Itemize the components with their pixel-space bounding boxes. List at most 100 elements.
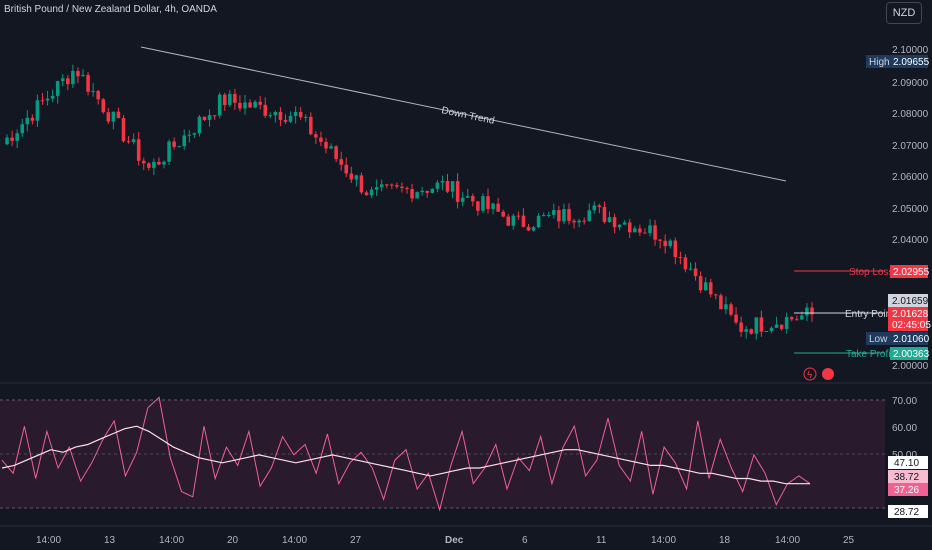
- candle-body: [50, 95, 55, 99]
- currency-selector[interactable]: NZD: [886, 2, 922, 24]
- candle-body: [501, 211, 505, 217]
- rsi-group: [1, 396, 811, 512]
- candle-body: [395, 185, 399, 187]
- candle-body: [531, 227, 536, 231]
- lightning-icon[interactable]: [803, 367, 817, 381]
- stop-loss-badge-value: 2.02955: [893, 267, 930, 278]
- candle-body: [273, 111, 278, 116]
- price-tick: 2.04000: [892, 235, 929, 246]
- candle-body: [293, 111, 298, 116]
- time-tick: 14:00: [159, 535, 184, 546]
- candle-body: [643, 232, 647, 234]
- candle-body: [288, 115, 293, 122]
- rsi-badge-lower: [888, 483, 928, 496]
- candle-body: [587, 210, 592, 221]
- candle-body: [121, 118, 126, 142]
- high-badge: [866, 55, 928, 68]
- dividend-icon[interactable]: [822, 368, 834, 380]
- candle-body: [187, 134, 192, 136]
- candle-body: [435, 182, 440, 189]
- take-profit-badge-value: 2.00363: [893, 349, 930, 360]
- time-tick: 18: [719, 535, 731, 546]
- high-badge-value: 2.09655: [893, 57, 930, 68]
- candle-body: [744, 329, 748, 332]
- candle-body: [774, 324, 779, 328]
- price-tick: 2.00000: [892, 361, 929, 372]
- candle-body: [268, 115, 273, 117]
- last-price-value: 2.01628: [892, 309, 929, 320]
- candle-body: [658, 239, 662, 241]
- candle-body: [749, 329, 754, 334]
- trendline[interactable]: [140, 46, 787, 182]
- candle-body: [390, 184, 394, 186]
- candle-body: [521, 215, 526, 227]
- candle-body: [91, 90, 95, 92]
- price-tick: 2.10000: [892, 45, 929, 56]
- time-tick: 27: [350, 535, 362, 546]
- candle-body: [739, 322, 743, 332]
- candle-body: [769, 327, 774, 331]
- candle-body: [445, 180, 450, 192]
- rsi-tick: 70.00: [892, 396, 917, 407]
- price-tick: 2.09000: [892, 78, 929, 89]
- candle-body: [719, 295, 723, 310]
- candle-body: [455, 181, 460, 202]
- candle-body: [349, 173, 354, 180]
- candle-body: [764, 330, 769, 332]
- candle-body: [298, 111, 303, 118]
- candle-body: [126, 141, 131, 143]
- candle-body: [410, 189, 414, 199]
- candle-body: [263, 104, 268, 116]
- candle-body: [567, 209, 571, 221]
- candle-body: [627, 222, 632, 233]
- candle-body: [10, 137, 14, 141]
- candle-body: [248, 102, 252, 108]
- candle-body: [96, 90, 100, 100]
- candle-body: [693, 268, 698, 277]
- candle-body: [116, 111, 121, 119]
- candle-body: [810, 307, 814, 315]
- candle-body: [526, 226, 531, 231]
- candle-body: [663, 240, 667, 247]
- candle-body: [668, 240, 673, 247]
- rsi-badge-mid-value: 38.72: [894, 472, 919, 483]
- time-tick: 14:00: [651, 535, 676, 546]
- candle-body: [476, 201, 480, 211]
- low-badge: [866, 332, 928, 345]
- rsi-band: [0, 400, 885, 508]
- candle-body: [450, 181, 455, 192]
- candles-group: [5, 64, 814, 340]
- candle-body: [329, 146, 333, 149]
- time-tick: 20: [227, 535, 239, 546]
- candle-body: [546, 214, 551, 216]
- candle-body: [339, 159, 343, 165]
- candle-body: [430, 188, 435, 193]
- candle-body: [207, 115, 212, 120]
- candle-body: [653, 225, 657, 240]
- rsi-line: [1, 396, 811, 512]
- candle-body: [334, 146, 338, 160]
- candle-body: [71, 70, 75, 85]
- candle-body: [673, 240, 678, 258]
- low-badge-label: Low: [869, 334, 888, 345]
- candle-body: [359, 175, 364, 193]
- candle-body: [314, 134, 318, 138]
- candle-body: [602, 206, 607, 223]
- candle-body: [420, 190, 424, 193]
- candle-body: [612, 217, 617, 228]
- candle-body: [55, 81, 60, 96]
- low-badge-value: 2.01060: [893, 334, 930, 345]
- stop-loss-badge: [890, 265, 928, 278]
- candle-body: [374, 187, 379, 190]
- candle-body: [86, 74, 90, 92]
- candle-body: [724, 304, 728, 310]
- candle-body: [734, 314, 738, 323]
- candle-body: [557, 210, 561, 222]
- candle-body: [152, 161, 156, 168]
- last-price-badge: [888, 307, 928, 331]
- rsi-badge-bottom-value: 28.72: [894, 507, 919, 518]
- candle-body: [111, 111, 116, 122]
- candle-body: [607, 217, 612, 223]
- candle-body: [283, 119, 288, 122]
